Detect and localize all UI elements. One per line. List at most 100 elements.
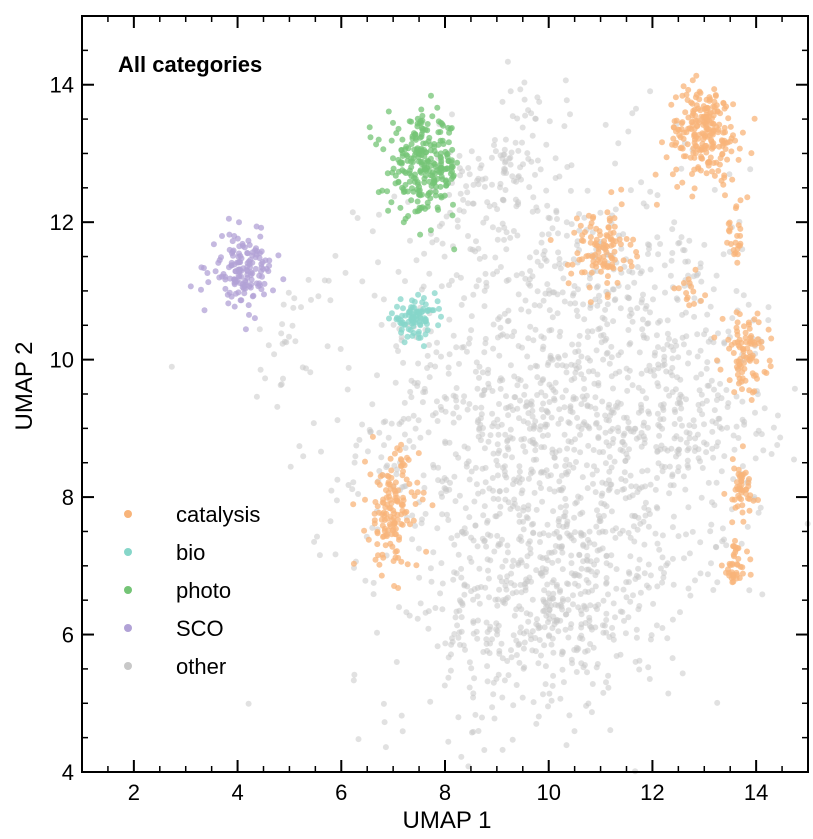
data-point (417, 321, 423, 327)
data-point (544, 203, 550, 209)
data-point (380, 472, 386, 478)
data-point (509, 150, 515, 156)
data-point (704, 127, 710, 133)
data-point (246, 302, 252, 308)
data-point (612, 459, 618, 465)
data-point (603, 617, 609, 623)
data-point (260, 259, 266, 265)
data-point (514, 116, 520, 122)
data-point (703, 327, 709, 333)
data-point (714, 579, 720, 585)
data-point (473, 405, 479, 411)
data-point (408, 394, 414, 400)
data-point (398, 559, 404, 565)
data-point (605, 685, 611, 691)
data-point (500, 747, 506, 753)
data-point (515, 148, 521, 154)
data-point (593, 489, 599, 495)
data-point (281, 302, 287, 308)
data-point (681, 473, 687, 479)
data-point (719, 468, 725, 474)
data-point (714, 700, 720, 706)
data-point (704, 170, 710, 176)
data-point (661, 401, 667, 407)
data-point (249, 253, 255, 259)
data-point (314, 534, 320, 540)
data-point (425, 121, 431, 127)
data-point (599, 491, 605, 497)
data-point (748, 333, 754, 339)
data-point (202, 307, 208, 313)
data-point (550, 357, 556, 363)
data-point (221, 271, 227, 277)
data-point (668, 273, 674, 279)
data-point (570, 592, 576, 598)
data-point (646, 585, 652, 591)
data-point (572, 529, 578, 535)
data-point (419, 299, 425, 305)
data-point (417, 205, 423, 211)
data-point (691, 273, 697, 279)
data-point (232, 304, 238, 310)
data-point (407, 238, 413, 244)
data-point (682, 259, 688, 265)
data-point (655, 411, 661, 417)
data-point (485, 532, 491, 538)
data-point (635, 264, 641, 270)
data-point (489, 411, 495, 417)
data-point (584, 462, 590, 468)
series-photo (367, 93, 460, 253)
data-point (288, 464, 294, 470)
data-point (252, 315, 258, 321)
data-point (720, 151, 726, 157)
data-point (438, 314, 444, 320)
data-point (478, 405, 484, 411)
data-point (628, 473, 634, 479)
data-point (750, 353, 756, 359)
data-point (346, 365, 352, 371)
data-point (689, 113, 695, 119)
data-point (379, 573, 385, 579)
data-point (603, 460, 609, 466)
data-point (478, 584, 484, 590)
data-point (467, 336, 473, 342)
data-point (535, 158, 541, 164)
legend-marker-photo (124, 586, 132, 594)
data-point (748, 572, 754, 578)
data-point (532, 302, 538, 308)
data-point (555, 230, 561, 236)
data-point (529, 408, 535, 414)
data-point (455, 217, 461, 223)
data-point (550, 314, 556, 320)
data-point (415, 199, 421, 205)
data-point (526, 184, 532, 190)
data-point (695, 166, 701, 172)
data-point (540, 401, 546, 407)
data-point (593, 226, 599, 232)
data-point (545, 522, 551, 528)
data-point (443, 409, 449, 415)
data-point (428, 565, 434, 571)
data-point (528, 110, 534, 116)
data-point (669, 142, 675, 148)
data-point (393, 343, 399, 349)
data-point (402, 188, 408, 194)
data-point (698, 371, 704, 377)
data-point (395, 487, 401, 493)
data-point (408, 327, 414, 333)
data-point (661, 354, 667, 360)
data-point (561, 679, 567, 685)
data-point (741, 292, 747, 298)
data-point (367, 427, 373, 433)
data-point (748, 150, 754, 156)
data-point (733, 205, 739, 211)
data-point (456, 552, 462, 558)
data-point (472, 586, 478, 592)
data-point (546, 532, 552, 538)
data-point (389, 138, 395, 144)
data-point (732, 538, 738, 544)
data-point (380, 523, 386, 529)
data-point (439, 494, 445, 500)
data-point (510, 737, 516, 743)
